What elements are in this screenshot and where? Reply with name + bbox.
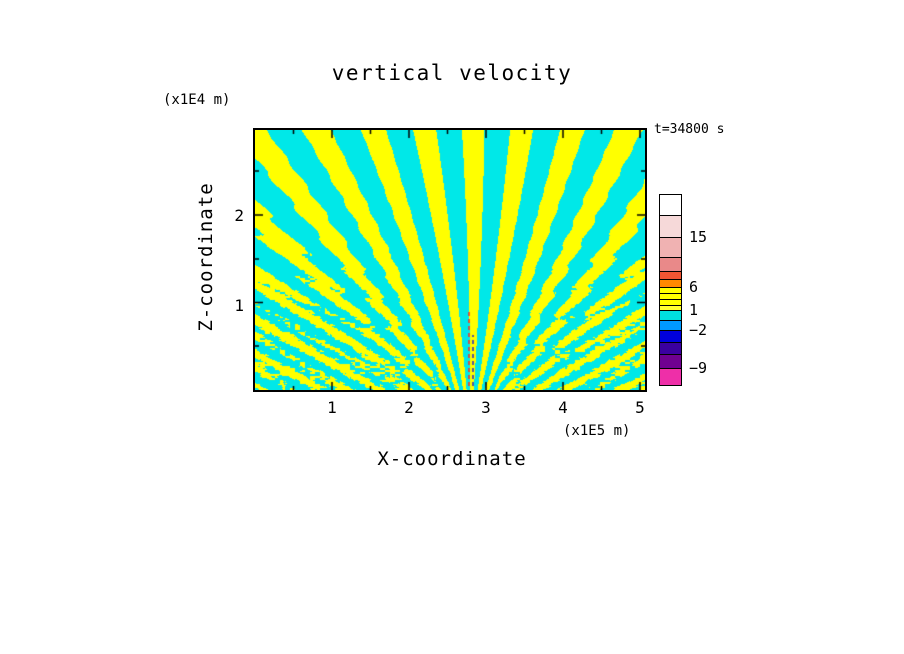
colorbar-segment [660, 299, 681, 305]
colorbar-segment [660, 342, 681, 354]
x-tick-label-1: 1 [327, 398, 337, 417]
x-axis-unit-label: (x1E5 m) [563, 423, 631, 439]
colorbar-segment [660, 271, 681, 279]
colorbar-segment [660, 287, 681, 293]
colorbar-segment [660, 368, 681, 385]
x-axis-title: X-coordinate [377, 448, 527, 470]
colorbar-segment [660, 293, 681, 299]
colorbar-tick-label: 6 [689, 278, 699, 296]
colorbar-segment [660, 330, 681, 342]
colorbar-segment [660, 215, 681, 237]
colorbar-tick-label: −2 [689, 321, 708, 339]
colorbar-segment [660, 354, 681, 368]
colorbar-tick-label: 15 [689, 228, 708, 246]
x-tick-label-3: 3 [481, 398, 491, 417]
colorbar-segment [660, 195, 681, 215]
colorbar-segment [660, 305, 681, 310]
colorbar-tick-label: 1 [689, 301, 699, 319]
colorbar-tick-label: −9 [689, 359, 708, 377]
time-annotation: t=34800 s [654, 122, 725, 137]
y-tick-label-2: 2 [234, 206, 244, 225]
colorbar-segment [660, 279, 681, 287]
colorbar-segment [660, 237, 681, 257]
colorbar-labels: 15 6 1 −2 −9 [689, 195, 739, 385]
y-axis-title: Z-coordinate [195, 182, 217, 332]
colorbar [659, 194, 682, 386]
x-tick-label-4: 4 [558, 398, 568, 417]
x-tick-label-5: 5 [635, 398, 645, 417]
heatmap-canvas [255, 130, 645, 390]
plot-area [253, 128, 647, 392]
y-axis-unit-label: (x1E4 m) [163, 92, 231, 108]
x-tick-label-2: 2 [404, 398, 414, 417]
chart-title: vertical velocity [331, 61, 573, 85]
colorbar-segment [660, 320, 681, 330]
colorbar-segment [660, 257, 681, 271]
colorbar-segment [660, 310, 681, 320]
y-tick-label-1: 1 [234, 296, 244, 315]
